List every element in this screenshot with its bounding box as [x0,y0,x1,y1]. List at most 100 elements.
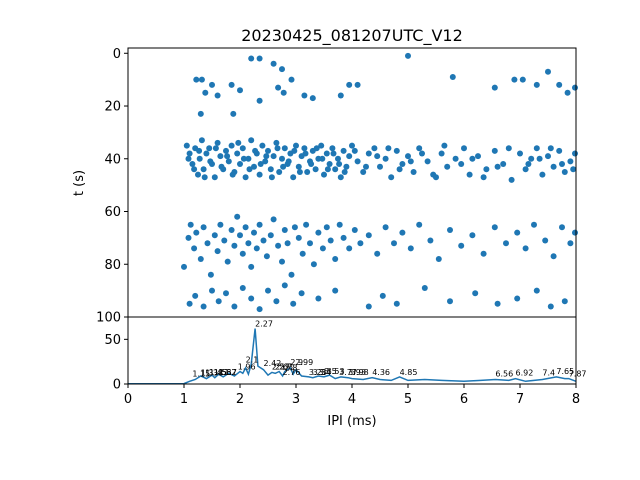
scatter-point [214,248,221,255]
scatter-point [197,256,204,262]
scatter-point [377,163,383,170]
scatter-point [491,147,498,154]
scatter-point [295,234,302,241]
scatter-point [410,169,417,175]
scatter-point [472,290,479,297]
scatter-point [279,66,285,73]
scatter-point [393,147,400,154]
scatter-point [542,237,549,244]
peak-label: 3.23 [309,368,327,377]
scatter-point [556,147,563,154]
scatter-point [319,245,326,252]
scatter-point [252,147,259,154]
scatter-point [475,153,481,160]
scatter-point [444,163,451,170]
scatter-point [522,245,529,252]
scatter-point [302,150,309,157]
scatter-point [215,298,222,305]
scatter-point [561,169,568,175]
scatter-point [270,60,277,67]
scatter-point [365,232,372,239]
peak-label: 6.56 [495,370,513,379]
scatter-point [427,237,434,244]
histogram-x-ticks: 0 1 2 3 4 5 6 7 8 [124,384,580,407]
scatter-point [223,147,229,154]
scatter-point [313,145,320,152]
scatter-point [281,282,288,289]
scatter-point [337,174,344,181]
scatter-point [332,287,339,294]
scatter-point [214,139,221,146]
histogram-x-tick-label: 1 [180,392,188,407]
scatter-point [225,158,232,165]
scatter-point [281,145,288,152]
scatter-point [346,245,353,252]
peak-label: 2.1 [246,355,259,364]
scatter-point [228,142,235,149]
scatter-point [447,227,453,233]
scatter-point [500,161,507,167]
scatter-point [447,298,453,305]
scatter-point [572,84,578,91]
scatter-point [204,240,211,247]
scatter-point [288,76,295,83]
scatter-y-tick-label: 100 [96,311,121,326]
scatter-point [196,155,203,162]
scatter-point [365,303,372,310]
scatter-point [212,145,219,152]
peak-label: 7.87 [569,370,587,379]
scatter-point [491,84,498,91]
histogram-line [128,328,577,385]
peak-label: 1.38 [205,369,223,378]
histogram-x-tick-label: 8 [572,392,580,407]
scatter-point [228,227,235,233]
scatter-point [237,232,243,239]
scatter-point [198,76,205,83]
scatter-point [371,145,378,152]
scatter-point [275,84,282,91]
scatter-point [341,169,348,175]
scatter-point [267,232,274,239]
scatter-point [279,155,285,162]
scatter-point [556,81,563,88]
scatter-point [295,163,302,170]
scatter-point [265,287,271,294]
scatter-point [329,145,336,152]
scatter-point [514,295,521,302]
scatter-point [349,142,355,149]
scatter-point [385,145,392,152]
peak-label: 2.99 [295,358,313,367]
scatter-point [192,292,199,299]
scatter-point [323,150,330,157]
scatter-point [326,161,333,167]
scatter-point [309,95,316,102]
scatter-point [265,147,271,154]
histogram-x-tick-label: 6 [460,392,468,407]
scatter-point [189,161,196,167]
scatter-point [332,166,339,173]
scatter-point [354,81,361,88]
scatter-point [547,303,554,310]
scatter-point [517,150,523,157]
scatter-point [281,227,288,233]
scatter-point [340,234,347,241]
scatter-point [273,298,280,305]
histogram-peak-labels: 2.27 2.11.96 2.422.572.632.72.762.82.92.99… [192,320,586,379]
scatter-point [202,89,209,96]
scatter-point [525,161,532,167]
peak-label: 7.65 [556,367,574,376]
scatter-point [298,290,305,297]
scatter-point [291,224,298,231]
scatter-point [275,242,282,249]
scatter-point [285,158,292,165]
scatter-point [533,287,540,294]
scatter-y-tick-label: 40 [104,152,121,167]
peak-label: 3.77 [339,368,357,377]
scatter-point [187,221,194,228]
scatter-point [276,169,283,175]
scatter-point [242,174,249,181]
peak-label: 1.45 [209,368,227,377]
scatter-point [480,174,487,181]
scatter-point [405,153,411,160]
